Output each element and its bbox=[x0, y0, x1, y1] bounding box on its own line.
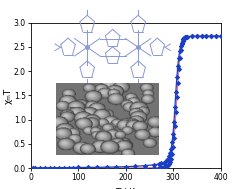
Point bbox=[57, 166, 61, 169]
Point bbox=[195, 35, 199, 38]
Point bbox=[162, 161, 166, 164]
Point bbox=[166, 164, 170, 167]
Point bbox=[219, 35, 222, 38]
Point bbox=[163, 165, 167, 168]
Point bbox=[200, 35, 204, 38]
Point bbox=[178, 57, 182, 60]
Point bbox=[176, 81, 180, 84]
Point bbox=[86, 166, 90, 169]
Point bbox=[170, 153, 174, 156]
Point bbox=[62, 166, 66, 169]
Point bbox=[165, 164, 169, 167]
Point bbox=[167, 155, 171, 158]
Point bbox=[180, 41, 184, 44]
Point bbox=[174, 90, 178, 93]
Point bbox=[171, 132, 175, 135]
Point bbox=[38, 166, 42, 169]
Point bbox=[209, 35, 213, 38]
Point bbox=[76, 166, 80, 169]
Point bbox=[169, 157, 173, 160]
Point bbox=[165, 158, 169, 161]
Point bbox=[170, 141, 174, 144]
Point bbox=[123, 165, 127, 168]
Point bbox=[166, 157, 170, 160]
Point bbox=[143, 166, 147, 169]
Point bbox=[182, 37, 185, 40]
Point bbox=[185, 35, 189, 38]
Point bbox=[173, 125, 177, 128]
Point bbox=[183, 37, 186, 40]
Point bbox=[52, 166, 56, 169]
Point bbox=[171, 145, 175, 148]
Point bbox=[169, 147, 173, 150]
Point bbox=[152, 163, 156, 166]
Point bbox=[105, 166, 109, 169]
Point bbox=[164, 165, 168, 168]
Point bbox=[157, 163, 161, 166]
Point bbox=[164, 160, 168, 163]
Point bbox=[159, 162, 163, 165]
Point bbox=[178, 49, 182, 52]
Point bbox=[181, 39, 184, 42]
Point bbox=[183, 36, 186, 39]
Y-axis label: χₘT: χₘT bbox=[3, 87, 12, 104]
Point bbox=[114, 165, 118, 168]
Point bbox=[168, 161, 172, 164]
Point bbox=[179, 44, 183, 47]
Point bbox=[204, 35, 208, 38]
X-axis label: T / K: T / K bbox=[116, 188, 135, 189]
Point bbox=[200, 35, 204, 38]
Point bbox=[159, 166, 163, 169]
Point bbox=[182, 38, 185, 41]
Point bbox=[67, 166, 71, 169]
Point bbox=[31, 167, 35, 170]
Point bbox=[179, 48, 183, 51]
Point bbox=[33, 166, 37, 169]
Point bbox=[174, 111, 178, 114]
Point bbox=[157, 166, 161, 169]
Point bbox=[177, 68, 181, 71]
Point bbox=[172, 120, 176, 123]
Point bbox=[168, 152, 172, 155]
Point bbox=[133, 165, 137, 168]
Point bbox=[31, 167, 35, 170]
Point bbox=[180, 43, 184, 46]
Point bbox=[43, 166, 47, 169]
Point bbox=[173, 106, 177, 109]
Point bbox=[177, 56, 181, 59]
Point bbox=[95, 166, 99, 169]
Point bbox=[184, 36, 188, 39]
Point bbox=[143, 164, 147, 167]
Point bbox=[190, 35, 194, 38]
Point bbox=[172, 136, 176, 139]
Point bbox=[219, 35, 222, 38]
Point bbox=[184, 36, 187, 39]
Point bbox=[195, 35, 199, 38]
Point bbox=[204, 35, 208, 38]
Point bbox=[190, 35, 194, 38]
Point bbox=[152, 166, 156, 169]
Point bbox=[214, 35, 218, 38]
Point bbox=[176, 65, 180, 68]
Point bbox=[48, 166, 52, 169]
Point bbox=[175, 96, 179, 99]
Point bbox=[184, 36, 187, 39]
Point bbox=[167, 163, 171, 166]
Point bbox=[181, 39, 184, 42]
Point bbox=[162, 166, 166, 169]
Point bbox=[175, 76, 179, 79]
Point bbox=[214, 35, 218, 38]
Point bbox=[185, 35, 189, 38]
Point bbox=[209, 35, 213, 38]
Point bbox=[162, 165, 166, 168]
Point bbox=[71, 166, 75, 169]
